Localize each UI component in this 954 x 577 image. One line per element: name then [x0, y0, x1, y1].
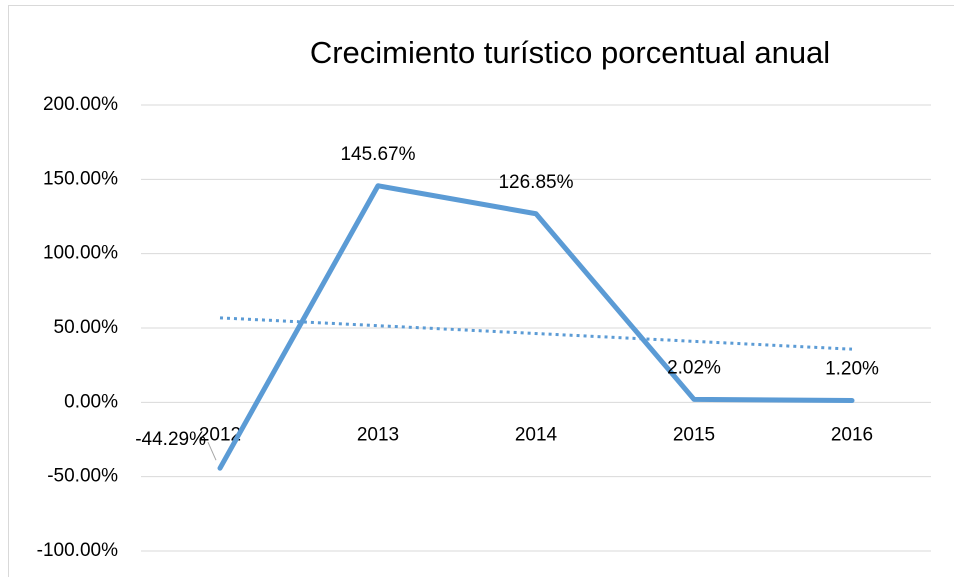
y-tick-label: -50.00% — [47, 466, 118, 487]
y-tick-label: 200.00% — [43, 94, 118, 115]
y-tick-label: -100.00% — [37, 540, 118, 561]
data-label: 2.02% — [667, 357, 721, 378]
data-line — [217, 183, 855, 471]
y-tick-label: 150.00% — [43, 168, 118, 189]
data-label: 145.67% — [340, 144, 415, 165]
chart-frame — [8, 5, 954, 577]
chart-title: Crecimiento turístico porcentual anual — [310, 35, 830, 70]
y-tick-label: 50.00% — [54, 317, 119, 338]
x-tick-label: 2016 — [831, 424, 873, 445]
data-label: -44.29% — [135, 429, 206, 450]
trendline — [219, 316, 853, 351]
data-label: 1.20% — [825, 359, 879, 380]
y-tick-label: 0.00% — [64, 391, 118, 412]
data-label: 126.85% — [498, 172, 573, 193]
leader-line — [207, 441, 217, 461]
x-tick-label: 2013 — [357, 424, 399, 445]
x-tick-label: 2012 — [199, 424, 241, 445]
x-tick-label: 2014 — [515, 424, 558, 445]
x-tick-label: 2015 — [673, 424, 715, 445]
y-tick-label: 100.00% — [43, 243, 118, 264]
